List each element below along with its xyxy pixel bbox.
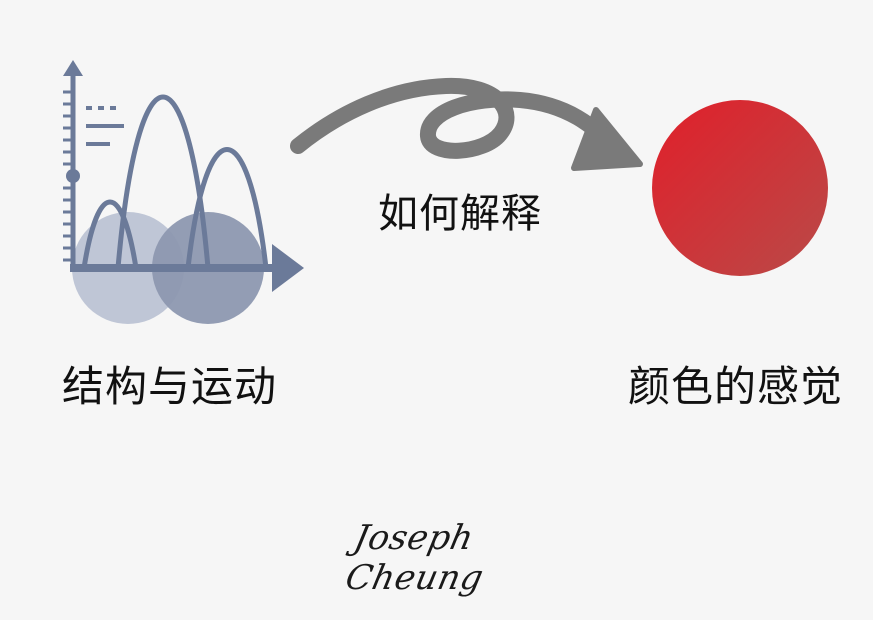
curved-arrow-icon bbox=[290, 77, 643, 171]
wave-chart-icon bbox=[63, 60, 304, 324]
chart-legend-lines bbox=[86, 106, 124, 146]
chart-y-marker bbox=[66, 169, 80, 183]
chart-x-arrowhead bbox=[272, 244, 304, 292]
red-circle-icon bbox=[652, 100, 828, 276]
curved-arrow-body bbox=[290, 77, 622, 159]
label-color-sensation: 颜色的感觉 bbox=[628, 362, 844, 411]
chart-y-ticks bbox=[63, 90, 73, 262]
curved-arrow-head bbox=[571, 107, 643, 171]
signature-text: Joseph Cheung bbox=[342, 518, 488, 598]
chart-wave-small bbox=[81, 199, 139, 269]
label-how-to-explain: 如何解释 bbox=[378, 191, 542, 237]
signature: Joseph Cheung bbox=[340, 510, 600, 598]
chart-wave-medium bbox=[185, 147, 269, 269]
label-structure-motion: 结构与运动 bbox=[62, 362, 278, 411]
chart-wave-tall bbox=[115, 94, 211, 269]
chart-y-arrowhead bbox=[63, 60, 83, 76]
